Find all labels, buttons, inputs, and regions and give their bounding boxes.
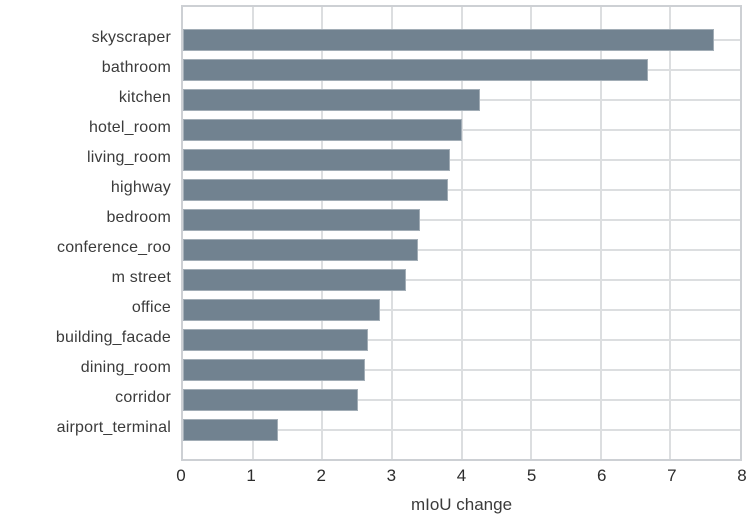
plot-area bbox=[181, 5, 742, 461]
x-tick-label: 1 bbox=[246, 466, 256, 485]
gridline-horizontal bbox=[183, 399, 740, 401]
gridline-horizontal bbox=[183, 249, 740, 251]
y-tick-label: hotel_room bbox=[88, 119, 171, 136]
x-tick-label: 6 bbox=[597, 466, 607, 485]
gridline-vertical bbox=[530, 7, 533, 459]
y-tick-label: skyscraper bbox=[91, 29, 171, 46]
gridline-horizontal bbox=[183, 159, 740, 161]
x-tick-label: 8 bbox=[737, 466, 747, 485]
gridline-vertical bbox=[460, 7, 463, 459]
y-tick-label: living_room bbox=[86, 149, 171, 166]
bar bbox=[183, 209, 421, 231]
bar bbox=[183, 419, 279, 441]
y-tick-label: corridor bbox=[115, 389, 171, 406]
bar bbox=[183, 149, 450, 171]
y-tick-label: bathroom bbox=[101, 59, 171, 76]
y-tick-label: bedroom bbox=[106, 209, 171, 226]
bar bbox=[183, 389, 359, 411]
y-tick-label: kitchen bbox=[118, 89, 171, 106]
bar bbox=[183, 329, 369, 351]
x-tick-label: 7 bbox=[667, 466, 677, 485]
x-axis-title: mIoU change bbox=[410, 495, 513, 514]
bar bbox=[183, 179, 448, 201]
gridline-vertical bbox=[599, 7, 602, 459]
gridline-horizontal bbox=[183, 309, 740, 311]
bar bbox=[183, 269, 406, 291]
y-tick-label: building_facade bbox=[55, 329, 171, 346]
y-tick-label: airport_terminal bbox=[56, 419, 171, 436]
x-tick-label: 3 bbox=[386, 466, 397, 485]
gridline-horizontal bbox=[183, 129, 740, 131]
bar bbox=[183, 299, 381, 321]
x-axis-ticks: 0 1 2 3 4 5 6 7 8 bbox=[176, 466, 746, 490]
y-tick-label: highway bbox=[110, 179, 171, 196]
gridline-vertical bbox=[251, 7, 254, 459]
bar bbox=[183, 29, 714, 51]
x-tick-label: 0 bbox=[176, 466, 186, 485]
gridline-horizontal bbox=[183, 429, 740, 431]
gridline-horizontal bbox=[183, 369, 740, 371]
y-tick-label: conference_roo bbox=[57, 239, 171, 256]
gridline-vertical bbox=[321, 7, 324, 459]
gridline-horizontal bbox=[183, 339, 740, 341]
gridline-horizontal bbox=[183, 189, 740, 191]
x-tick-label: 5 bbox=[526, 466, 537, 485]
y-tick-label: dining_room bbox=[80, 359, 171, 376]
gridline-horizontal bbox=[183, 279, 740, 281]
x-tick-label: 2 bbox=[316, 466, 326, 485]
gridline-vertical bbox=[390, 7, 393, 459]
bar bbox=[183, 239, 419, 261]
x-tick-label: 4 bbox=[456, 466, 467, 485]
y-tick-label: m street bbox=[111, 269, 171, 286]
bar bbox=[183, 89, 481, 111]
bar bbox=[183, 119, 462, 141]
bar bbox=[183, 59, 649, 81]
y-tick-label: office bbox=[131, 299, 171, 316]
bar bbox=[183, 359, 366, 381]
gridline-horizontal bbox=[183, 219, 740, 221]
gridline-vertical bbox=[669, 7, 672, 459]
